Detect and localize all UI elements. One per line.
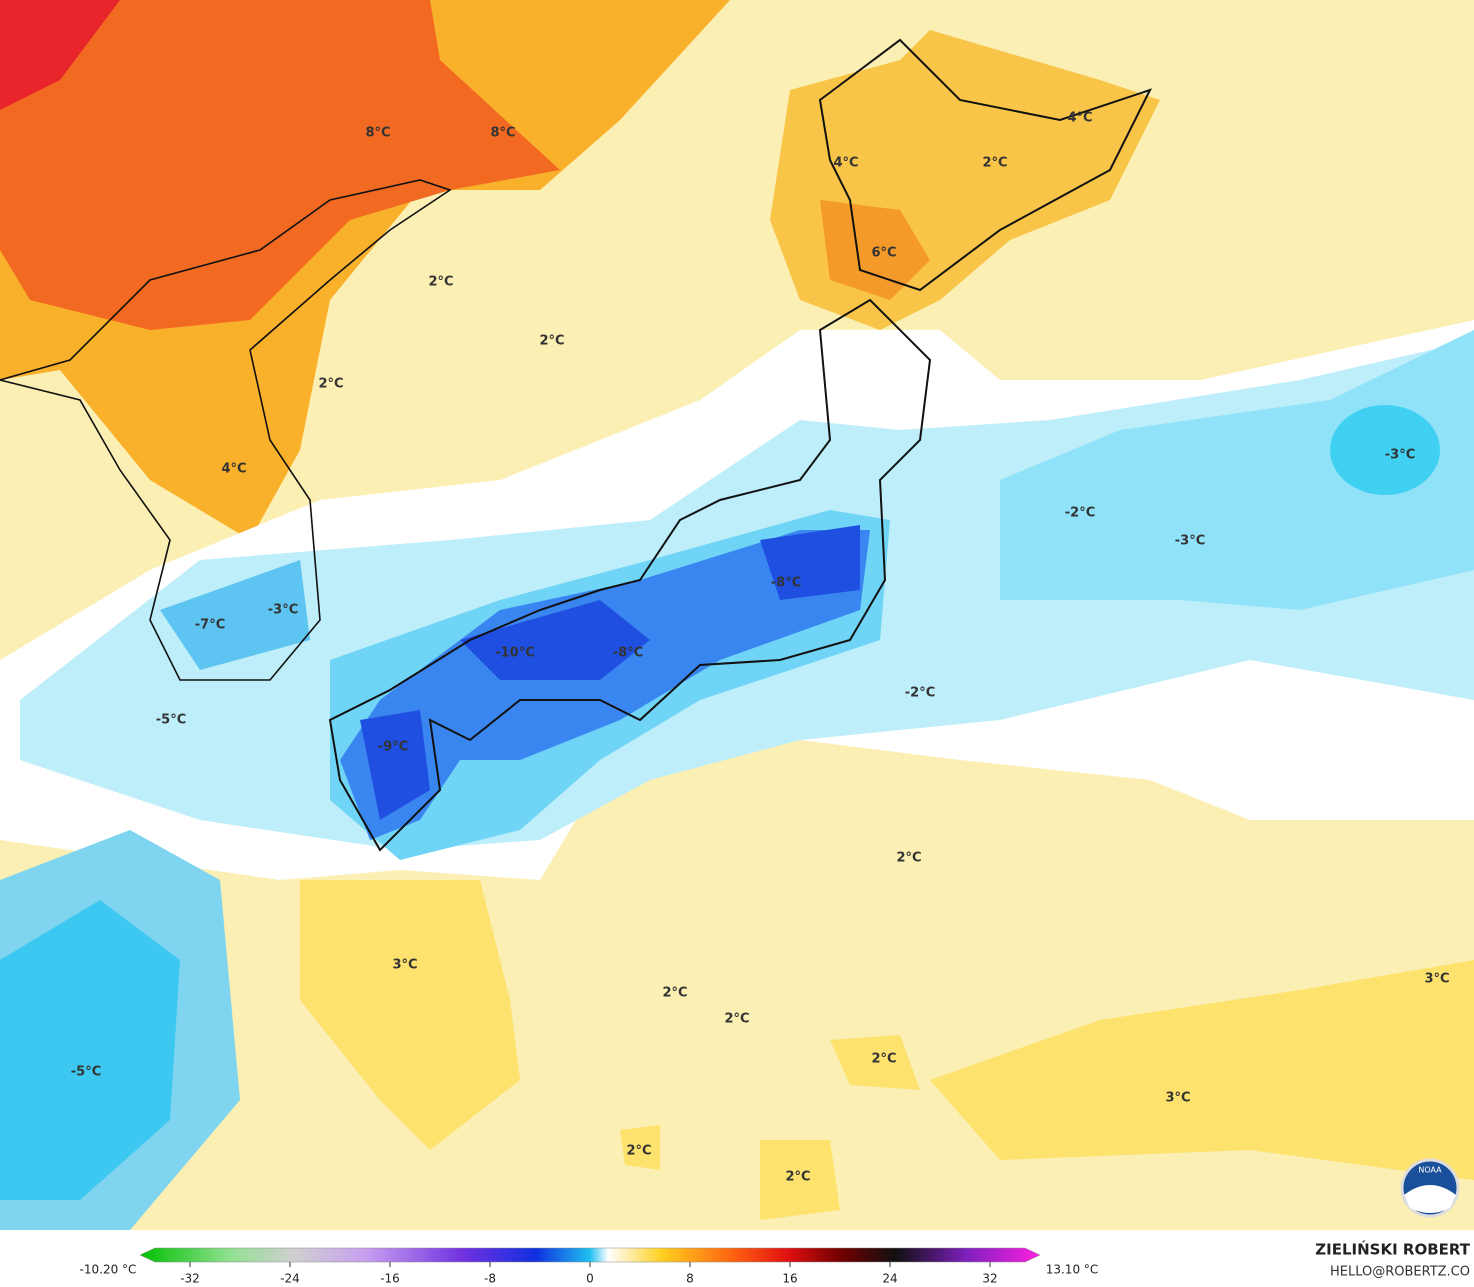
- temperature-label: -5°C: [71, 1065, 101, 1080]
- temperature-label: 2°C: [662, 986, 687, 1001]
- temperature-label: 2°C: [539, 334, 564, 349]
- colorbar-tick-label: 24: [882, 1272, 897, 1286]
- temperature-label: 2°C: [785, 1170, 810, 1185]
- map-background: [0, 0, 1474, 1230]
- temperature-label: -2°C: [905, 686, 935, 701]
- temperature-label: 3°C: [392, 958, 417, 973]
- temperature-label: 3°C: [1165, 1091, 1190, 1106]
- temperature-label: -3°C: [1385, 448, 1415, 463]
- temperature-label: -3°C: [1175, 534, 1205, 549]
- temperature-label: -9°C: [378, 740, 408, 755]
- temperature-label: -8°C: [771, 576, 801, 591]
- temperature-label: 3°C: [1424, 972, 1449, 987]
- temperature-label: 2°C: [982, 156, 1007, 171]
- temperature-label: 8°C: [490, 126, 515, 141]
- temperature-label: 2°C: [428, 275, 453, 290]
- colorbar-tick-label: 16: [782, 1272, 797, 1286]
- temperature-label: 2°C: [318, 377, 343, 392]
- temperature-label: 2°C: [896, 851, 921, 866]
- temperature-label: 4°C: [221, 462, 246, 477]
- temperature-label: -2°C: [1065, 506, 1095, 521]
- temperature-label: 2°C: [724, 1012, 749, 1027]
- colorbar-tick-label: 8: [686, 1272, 694, 1286]
- temperature-label: 4°C: [1067, 111, 1092, 126]
- temperature-label: 2°C: [871, 1052, 896, 1067]
- author: ZIELIŃSKI ROBERT: [1315, 1240, 1470, 1259]
- colorbar-tick-label: -32: [180, 1272, 200, 1286]
- colorbar-tick-label: 0: [586, 1272, 594, 1286]
- noaa-logo: NOAA: [1400, 1158, 1460, 1218]
- colorbar-tick-label: 32: [982, 1272, 997, 1286]
- colorbar: [139, 1247, 1041, 1263]
- temperature-label: -7°C: [195, 618, 225, 633]
- max-label: 13.10 °C: [1046, 1263, 1099, 1277]
- temperature-label: -5°C: [156, 713, 186, 728]
- temperature-label: -8°C: [613, 646, 643, 661]
- min-label: -10.20 °C: [80, 1263, 137, 1277]
- temperature-label: 4°C: [833, 156, 858, 171]
- logo-text: NOAA: [1418, 1166, 1442, 1175]
- map-labels: 8°C 8°C 4°C 4°C 2°C 6°C 2°C 2°C 2°C 4°C -3°C -2°C -3…: [71, 111, 1450, 1185]
- temperature-label: 2°C: [626, 1144, 651, 1159]
- temperature-label: -3°C: [268, 603, 298, 618]
- colorbar-ticks: -32 -24 -16 -8 0 8 16 24 32: [180, 1262, 998, 1286]
- colorbar-tick-label: -8: [484, 1272, 496, 1286]
- colorbar-tick-label: -16: [380, 1272, 400, 1286]
- temperature-label: 6°C: [871, 246, 896, 261]
- temperature-label: -10°C: [495, 646, 535, 661]
- temperature-label: 8°C: [365, 126, 390, 141]
- email: HELLO@ROBERTZ.CO: [1330, 1265, 1470, 1280]
- colorbar-tick-label: -24: [280, 1272, 300, 1286]
